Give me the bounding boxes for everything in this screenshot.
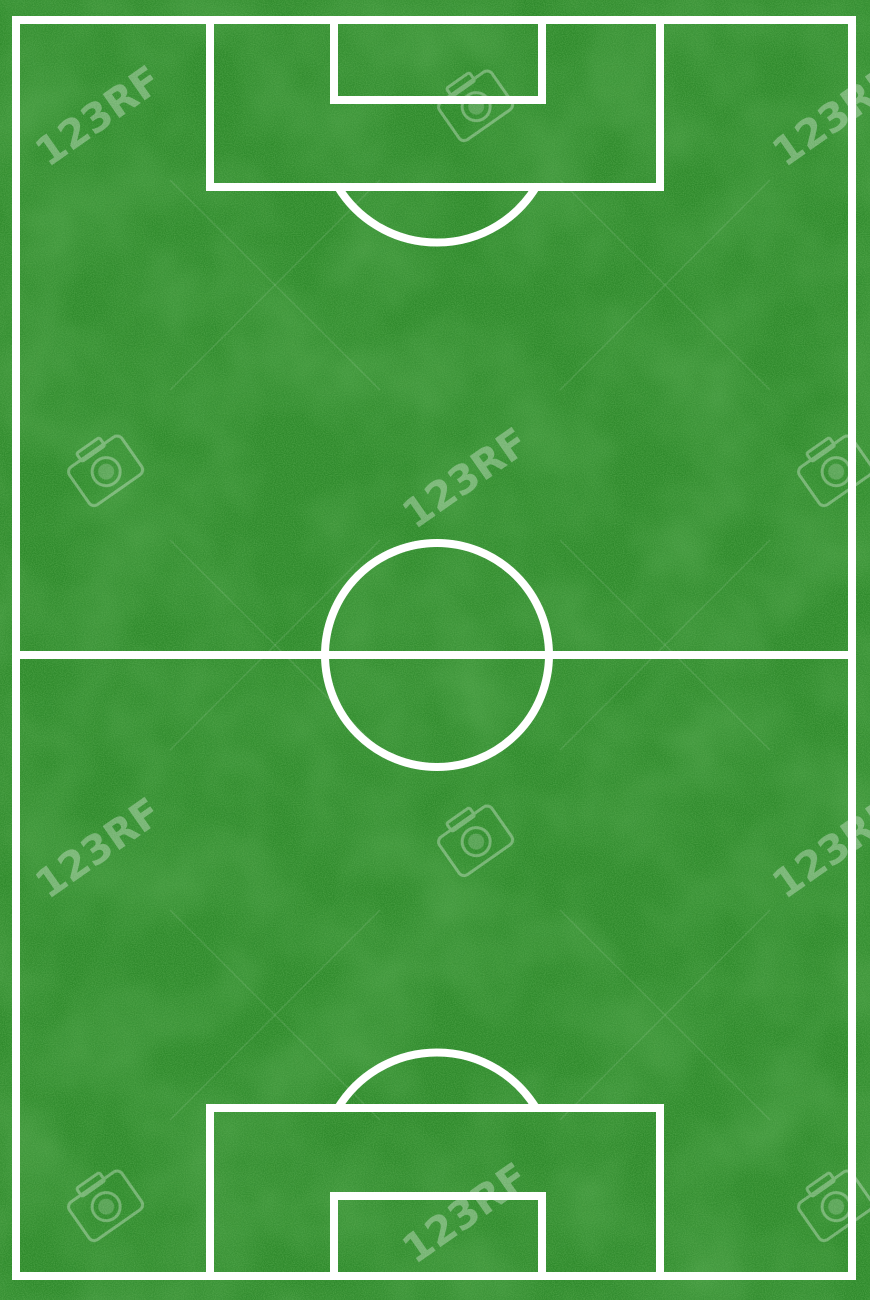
pitch-markings bbox=[12, 16, 856, 1280]
top-penalty-arc bbox=[334, 184, 540, 247]
watermark-grid bbox=[169, 179, 771, 1121]
bottom-penalty-arc bbox=[334, 1048, 540, 1111]
top-goal-area bbox=[330, 16, 546, 104]
center-circle bbox=[321, 539, 553, 771]
bottom-goal-area bbox=[330, 1192, 546, 1280]
